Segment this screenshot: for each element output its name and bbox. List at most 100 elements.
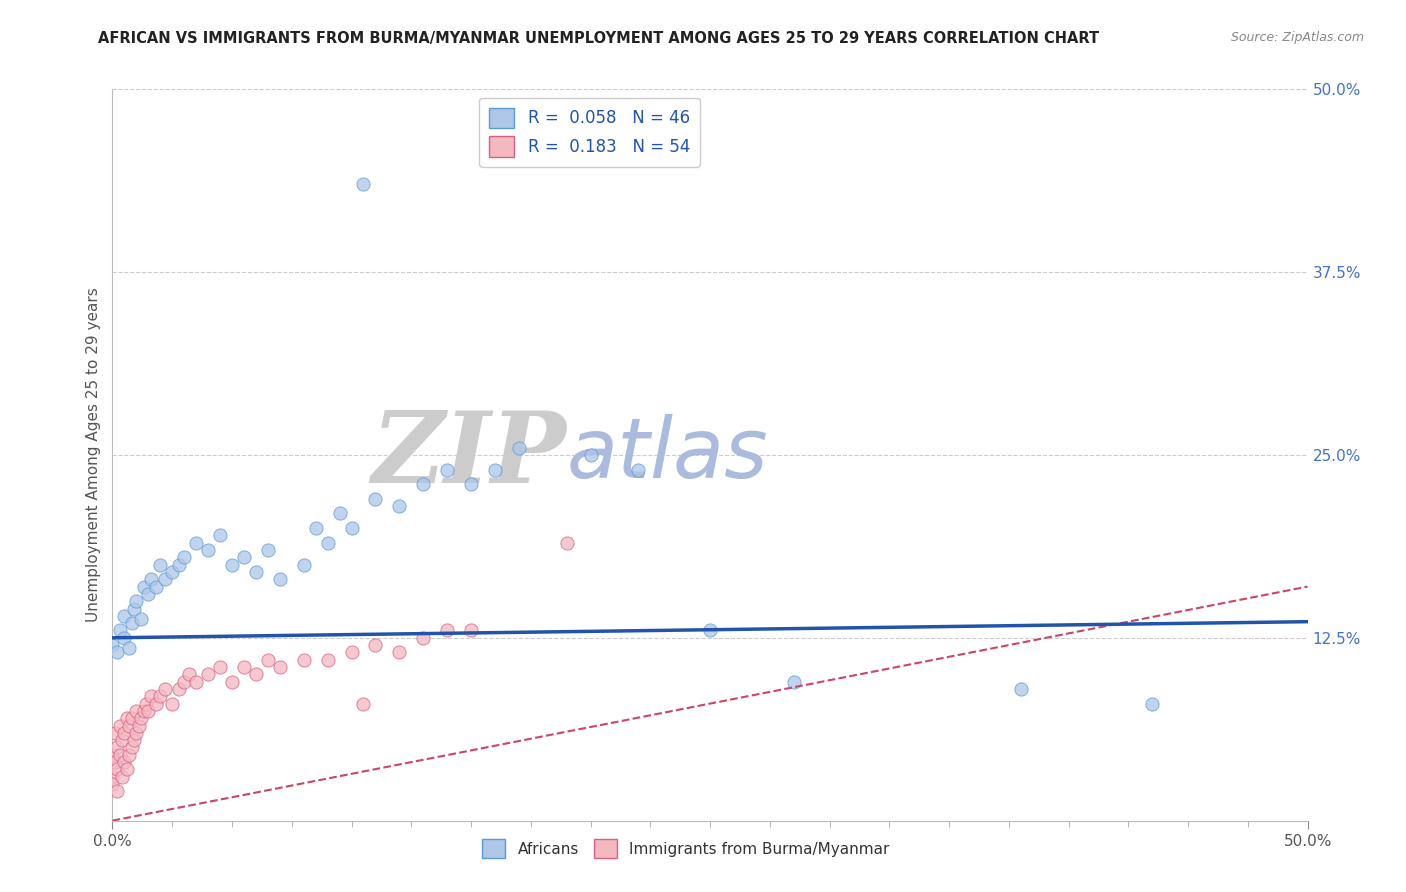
Point (129, 711, 152, 725)
Point (121, 711, 143, 725)
Point (101, 747, 124, 762)
Point (114, 631, 135, 645)
Point (197, 667, 219, 681)
Point (484, 462, 506, 476)
Point (114, 608, 135, 623)
Point (118, 718, 141, 732)
Point (122, 733, 145, 747)
Y-axis label: Unemployment Among Ages 25 to 29 years: Unemployment Among Ages 25 to 29 years (86, 287, 101, 623)
Point (104, 726, 127, 740)
Point (139, 690, 162, 704)
Point (169, 558, 191, 572)
Point (305, 521, 328, 535)
Point (138, 587, 160, 601)
Point (125, 594, 148, 608)
Point (125, 704, 148, 718)
Point (436, 624, 458, 638)
Point (1010, 681, 1032, 696)
Point (209, 660, 232, 674)
Point (388, 645, 411, 659)
Point (209, 528, 232, 542)
Point (122, 601, 145, 615)
Point (412, 477, 434, 491)
Point (316, 535, 339, 549)
Point (153, 681, 176, 696)
Point (114, 755, 135, 769)
Point (257, 653, 280, 667)
Point (782, 674, 804, 689)
Point (292, 558, 315, 572)
Point (412, 631, 434, 645)
Point (221, 674, 243, 689)
Point (105, 645, 128, 659)
Point (364, 638, 387, 652)
Point (329, 507, 352, 521)
Point (579, 448, 602, 462)
Point (233, 550, 256, 565)
Point (292, 653, 315, 667)
Point (460, 624, 482, 638)
Point (352, 178, 374, 192)
Point (114, 726, 135, 740)
Point (105, 763, 128, 777)
Point (508, 441, 530, 455)
Point (460, 477, 482, 491)
Point (125, 726, 148, 740)
Point (135, 697, 157, 711)
Point (388, 499, 411, 513)
Point (245, 565, 267, 579)
Point (108, 747, 131, 762)
Point (627, 462, 650, 476)
Point (186, 535, 208, 549)
Point (108, 718, 131, 732)
Point (104, 755, 127, 769)
Point (177, 667, 200, 681)
Point (118, 640, 141, 655)
Point (108, 624, 131, 638)
Point (105, 740, 128, 755)
Point (101, 770, 124, 784)
Text: Source: ZipAtlas.com: Source: ZipAtlas.com (1230, 31, 1364, 45)
Point (145, 580, 167, 594)
Point (340, 645, 363, 659)
Point (139, 572, 162, 586)
Text: AFRICAN VS IMMIGRANTS FROM BURMA/MYANMAR UNEMPLOYMENT AMONG AGES 25 TO 29 YEARS : AFRICAN VS IMMIGRANTS FROM BURMA/MYANMAR… (98, 31, 1099, 46)
Point (245, 667, 267, 681)
Point (186, 674, 208, 689)
Point (121, 616, 143, 631)
Point (162, 697, 183, 711)
Point (153, 572, 176, 586)
Point (699, 624, 721, 638)
Text: atlas: atlas (567, 415, 768, 495)
Point (111, 733, 134, 747)
Point (132, 580, 155, 594)
Point (105, 784, 128, 798)
Point (436, 462, 458, 476)
Point (269, 660, 291, 674)
Point (555, 535, 578, 549)
Point (145, 697, 167, 711)
Point (173, 674, 195, 689)
Point (149, 558, 172, 572)
Point (257, 543, 280, 558)
Point (149, 690, 172, 704)
Point (132, 704, 155, 718)
Point (340, 521, 363, 535)
Legend: Africans, Immigrants from Burma/Myanmar: Africans, Immigrants from Burma/Myanmar (477, 833, 896, 864)
Point (316, 653, 339, 667)
Point (1142, 697, 1164, 711)
Point (352, 697, 374, 711)
Point (111, 770, 134, 784)
Point (197, 543, 219, 558)
Point (121, 740, 143, 755)
Point (173, 550, 195, 565)
Point (115, 763, 138, 777)
Point (162, 565, 183, 579)
Text: ZIP: ZIP (371, 407, 567, 503)
Point (233, 660, 256, 674)
Point (221, 558, 243, 572)
Point (129, 612, 152, 626)
Point (101, 638, 124, 652)
Point (169, 681, 191, 696)
Point (269, 572, 291, 586)
